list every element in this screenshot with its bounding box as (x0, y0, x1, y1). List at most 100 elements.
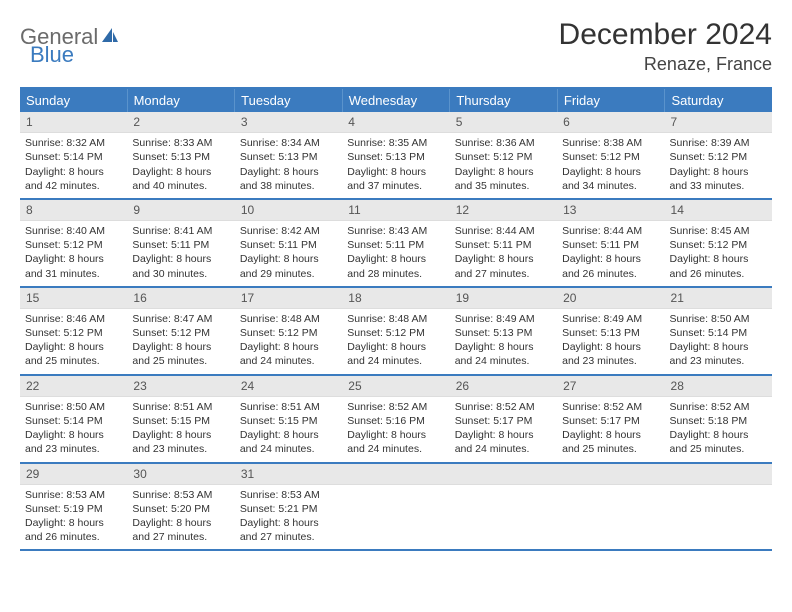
day-number: 30 (127, 464, 234, 485)
daylight-line: Daylight: 8 hours and 30 minutes. (132, 252, 229, 280)
daylight-line: Daylight: 8 hours and 29 minutes. (240, 252, 337, 280)
day-number: 29 (20, 464, 127, 485)
day-cell: 8Sunrise: 8:40 AMSunset: 5:12 PMDaylight… (20, 200, 127, 286)
day-body: Sunrise: 8:52 AMSunset: 5:17 PMDaylight:… (557, 397, 664, 462)
sunrise-line: Sunrise: 8:53 AM (240, 488, 337, 502)
daylight-line: Daylight: 8 hours and 24 minutes. (240, 340, 337, 368)
daylight-line: Daylight: 8 hours and 25 minutes. (670, 428, 767, 456)
sunset-line: Sunset: 5:13 PM (347, 150, 444, 164)
day-cell: 29Sunrise: 8:53 AMSunset: 5:19 PMDayligh… (20, 464, 127, 550)
day-cell: 27Sunrise: 8:52 AMSunset: 5:17 PMDayligh… (557, 376, 664, 462)
sunset-line: Sunset: 5:12 PM (25, 326, 122, 340)
day-number (665, 464, 772, 485)
day-cell: 6Sunrise: 8:38 AMSunset: 5:12 PMDaylight… (557, 112, 664, 198)
day-body: Sunrise: 8:52 AMSunset: 5:18 PMDaylight:… (665, 397, 772, 462)
daylight-line: Daylight: 8 hours and 35 minutes. (455, 165, 552, 193)
weekday-header: Wednesday (343, 89, 451, 112)
daylight-line: Daylight: 8 hours and 24 minutes. (455, 340, 552, 368)
day-number: 19 (450, 288, 557, 309)
day-body: Sunrise: 8:50 AMSunset: 5:14 PMDaylight:… (665, 309, 772, 374)
day-body: Sunrise: 8:42 AMSunset: 5:11 PMDaylight:… (235, 221, 342, 286)
sunrise-line: Sunrise: 8:49 AM (562, 312, 659, 326)
day-cell: 19Sunrise: 8:49 AMSunset: 5:13 PMDayligh… (450, 288, 557, 374)
day-number: 22 (20, 376, 127, 397)
day-body: Sunrise: 8:51 AMSunset: 5:15 PMDaylight:… (235, 397, 342, 462)
weekday-header: Saturday (665, 89, 772, 112)
sunrise-line: Sunrise: 8:34 AM (240, 136, 337, 150)
day-cell: 20Sunrise: 8:49 AMSunset: 5:13 PMDayligh… (557, 288, 664, 374)
day-number: 9 (127, 200, 234, 221)
day-cell: 30Sunrise: 8:53 AMSunset: 5:20 PMDayligh… (127, 464, 234, 550)
day-cell: 10Sunrise: 8:42 AMSunset: 5:11 PMDayligh… (235, 200, 342, 286)
day-cell: 5Sunrise: 8:36 AMSunset: 5:12 PMDaylight… (450, 112, 557, 198)
sunrise-line: Sunrise: 8:45 AM (670, 224, 767, 238)
day-number: 4 (342, 112, 449, 133)
day-number: 17 (235, 288, 342, 309)
week-row: 29Sunrise: 8:53 AMSunset: 5:19 PMDayligh… (20, 464, 772, 552)
calendar: SundayMondayTuesdayWednesdayThursdayFrid… (20, 87, 772, 551)
daylight-line: Daylight: 8 hours and 24 minutes. (455, 428, 552, 456)
sunset-line: Sunset: 5:14 PM (25, 150, 122, 164)
daylight-line: Daylight: 8 hours and 27 minutes. (455, 252, 552, 280)
logo-sail-icon (100, 26, 120, 49)
day-number: 18 (342, 288, 449, 309)
header: General December 2024 Renaze, France (20, 18, 772, 75)
sunrise-line: Sunrise: 8:44 AM (562, 224, 659, 238)
sunrise-line: Sunrise: 8:53 AM (132, 488, 229, 502)
day-body: Sunrise: 8:49 AMSunset: 5:13 PMDaylight:… (557, 309, 664, 374)
day-number: 12 (450, 200, 557, 221)
daylight-line: Daylight: 8 hours and 24 minutes. (347, 428, 444, 456)
day-cell (665, 464, 772, 550)
day-cell (450, 464, 557, 550)
day-number: 11 (342, 200, 449, 221)
daylight-line: Daylight: 8 hours and 28 minutes. (347, 252, 444, 280)
sunset-line: Sunset: 5:12 PM (670, 150, 767, 164)
sunrise-line: Sunrise: 8:32 AM (25, 136, 122, 150)
day-body: Sunrise: 8:46 AMSunset: 5:12 PMDaylight:… (20, 309, 127, 374)
day-body: Sunrise: 8:52 AMSunset: 5:16 PMDaylight:… (342, 397, 449, 462)
sunset-line: Sunset: 5:13 PM (132, 150, 229, 164)
day-cell: 4Sunrise: 8:35 AMSunset: 5:13 PMDaylight… (342, 112, 449, 198)
day-number: 14 (665, 200, 772, 221)
day-body: Sunrise: 8:47 AMSunset: 5:12 PMDaylight:… (127, 309, 234, 374)
sunrise-line: Sunrise: 8:41 AM (132, 224, 229, 238)
day-cell: 26Sunrise: 8:52 AMSunset: 5:17 PMDayligh… (450, 376, 557, 462)
sunset-line: Sunset: 5:12 PM (347, 326, 444, 340)
day-cell: 11Sunrise: 8:43 AMSunset: 5:11 PMDayligh… (342, 200, 449, 286)
month-title: December 2024 (559, 18, 772, 52)
day-cell: 31Sunrise: 8:53 AMSunset: 5:21 PMDayligh… (235, 464, 342, 550)
daylight-line: Daylight: 8 hours and 25 minutes. (132, 340, 229, 368)
sunset-line: Sunset: 5:11 PM (455, 238, 552, 252)
logo-sub: Blue (30, 42, 74, 68)
daylight-line: Daylight: 8 hours and 26 minutes. (670, 252, 767, 280)
day-number: 6 (557, 112, 664, 133)
sunrise-line: Sunrise: 8:50 AM (25, 400, 122, 414)
day-cell: 15Sunrise: 8:46 AMSunset: 5:12 PMDayligh… (20, 288, 127, 374)
daylight-line: Daylight: 8 hours and 31 minutes. (25, 252, 122, 280)
day-number: 16 (127, 288, 234, 309)
daylight-line: Daylight: 8 hours and 42 minutes. (25, 165, 122, 193)
day-number (450, 464, 557, 485)
sunrise-line: Sunrise: 8:52 AM (670, 400, 767, 414)
day-body: Sunrise: 8:53 AMSunset: 5:21 PMDaylight:… (235, 485, 342, 550)
sunset-line: Sunset: 5:13 PM (455, 326, 552, 340)
sunrise-line: Sunrise: 8:48 AM (347, 312, 444, 326)
day-body: Sunrise: 8:43 AMSunset: 5:11 PMDaylight:… (342, 221, 449, 286)
day-cell: 7Sunrise: 8:39 AMSunset: 5:12 PMDaylight… (665, 112, 772, 198)
day-number: 20 (557, 288, 664, 309)
day-cell: 13Sunrise: 8:44 AMSunset: 5:11 PMDayligh… (557, 200, 664, 286)
day-body (342, 485, 449, 493)
day-cell: 22Sunrise: 8:50 AMSunset: 5:14 PMDayligh… (20, 376, 127, 462)
day-number: 3 (235, 112, 342, 133)
day-cell: 1Sunrise: 8:32 AMSunset: 5:14 PMDaylight… (20, 112, 127, 198)
day-body: Sunrise: 8:45 AMSunset: 5:12 PMDaylight:… (665, 221, 772, 286)
day-cell (557, 464, 664, 550)
day-number: 8 (20, 200, 127, 221)
day-body (665, 485, 772, 493)
daylight-line: Daylight: 8 hours and 23 minutes. (670, 340, 767, 368)
sunset-line: Sunset: 5:11 PM (132, 238, 229, 252)
sunrise-line: Sunrise: 8:33 AM (132, 136, 229, 150)
week-row: 8Sunrise: 8:40 AMSunset: 5:12 PMDaylight… (20, 200, 772, 288)
daylight-line: Daylight: 8 hours and 23 minutes. (25, 428, 122, 456)
day-cell: 21Sunrise: 8:50 AMSunset: 5:14 PMDayligh… (665, 288, 772, 374)
